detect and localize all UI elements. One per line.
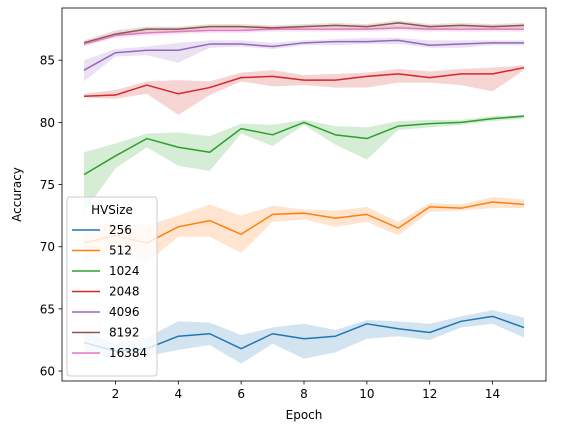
band-2048: [84, 65, 524, 115]
x-tick-label: 6: [237, 387, 245, 401]
band-512: [84, 196, 524, 263]
legend-label-4096: 4096: [109, 305, 140, 319]
series-line-2048: [83, 66, 525, 98]
x-tick-label: 8: [300, 387, 308, 401]
x-tick-label: 12: [422, 387, 437, 401]
band-1024: [84, 114, 524, 212]
x-axis-ticks: 2 4 6 8 10 12 14: [112, 381, 500, 401]
confidence-bands: [84, 20, 524, 364]
legend-title: HVSize: [91, 203, 133, 217]
series-line-1024: [83, 115, 525, 176]
x-tick-label: 10: [359, 387, 374, 401]
band-4096: [84, 37, 524, 82]
y-axis-label: Accuracy: [10, 167, 24, 222]
y-tick-label: 60: [40, 365, 55, 379]
x-axis-label: Epoch: [286, 408, 323, 422]
series-line-16384: [83, 27, 524, 45]
legend-label-16384: 16384: [109, 346, 147, 360]
legend-label-2048: 2048: [109, 285, 140, 299]
series-line-8192: [83, 22, 525, 44]
x-tick-label: 4: [174, 387, 182, 401]
x-tick-label: 2: [112, 387, 120, 401]
x-tick-label: 14: [485, 387, 500, 401]
band-256: [84, 310, 524, 364]
y-tick-label: 85: [40, 54, 55, 68]
y-tick-label: 75: [40, 178, 55, 192]
y-tick-label: 65: [40, 302, 55, 316]
legend-label-256: 256: [109, 223, 132, 237]
legend: HVSize 256 512 1024 2048 4096 8192 16384: [66, 196, 158, 377]
legend-label-512: 512: [109, 244, 132, 258]
y-tick-label: 80: [40, 116, 55, 130]
legend-label-8192: 8192: [109, 326, 140, 340]
legend-label-1024: 1024: [109, 264, 140, 278]
y-axis-ticks: 60 65 70 75 80 85: [40, 54, 62, 379]
series-line-4096: [83, 39, 524, 71]
band-8192: [84, 20, 524, 46]
legend-box: [66, 196, 158, 377]
y-tick-label: 70: [40, 240, 55, 254]
